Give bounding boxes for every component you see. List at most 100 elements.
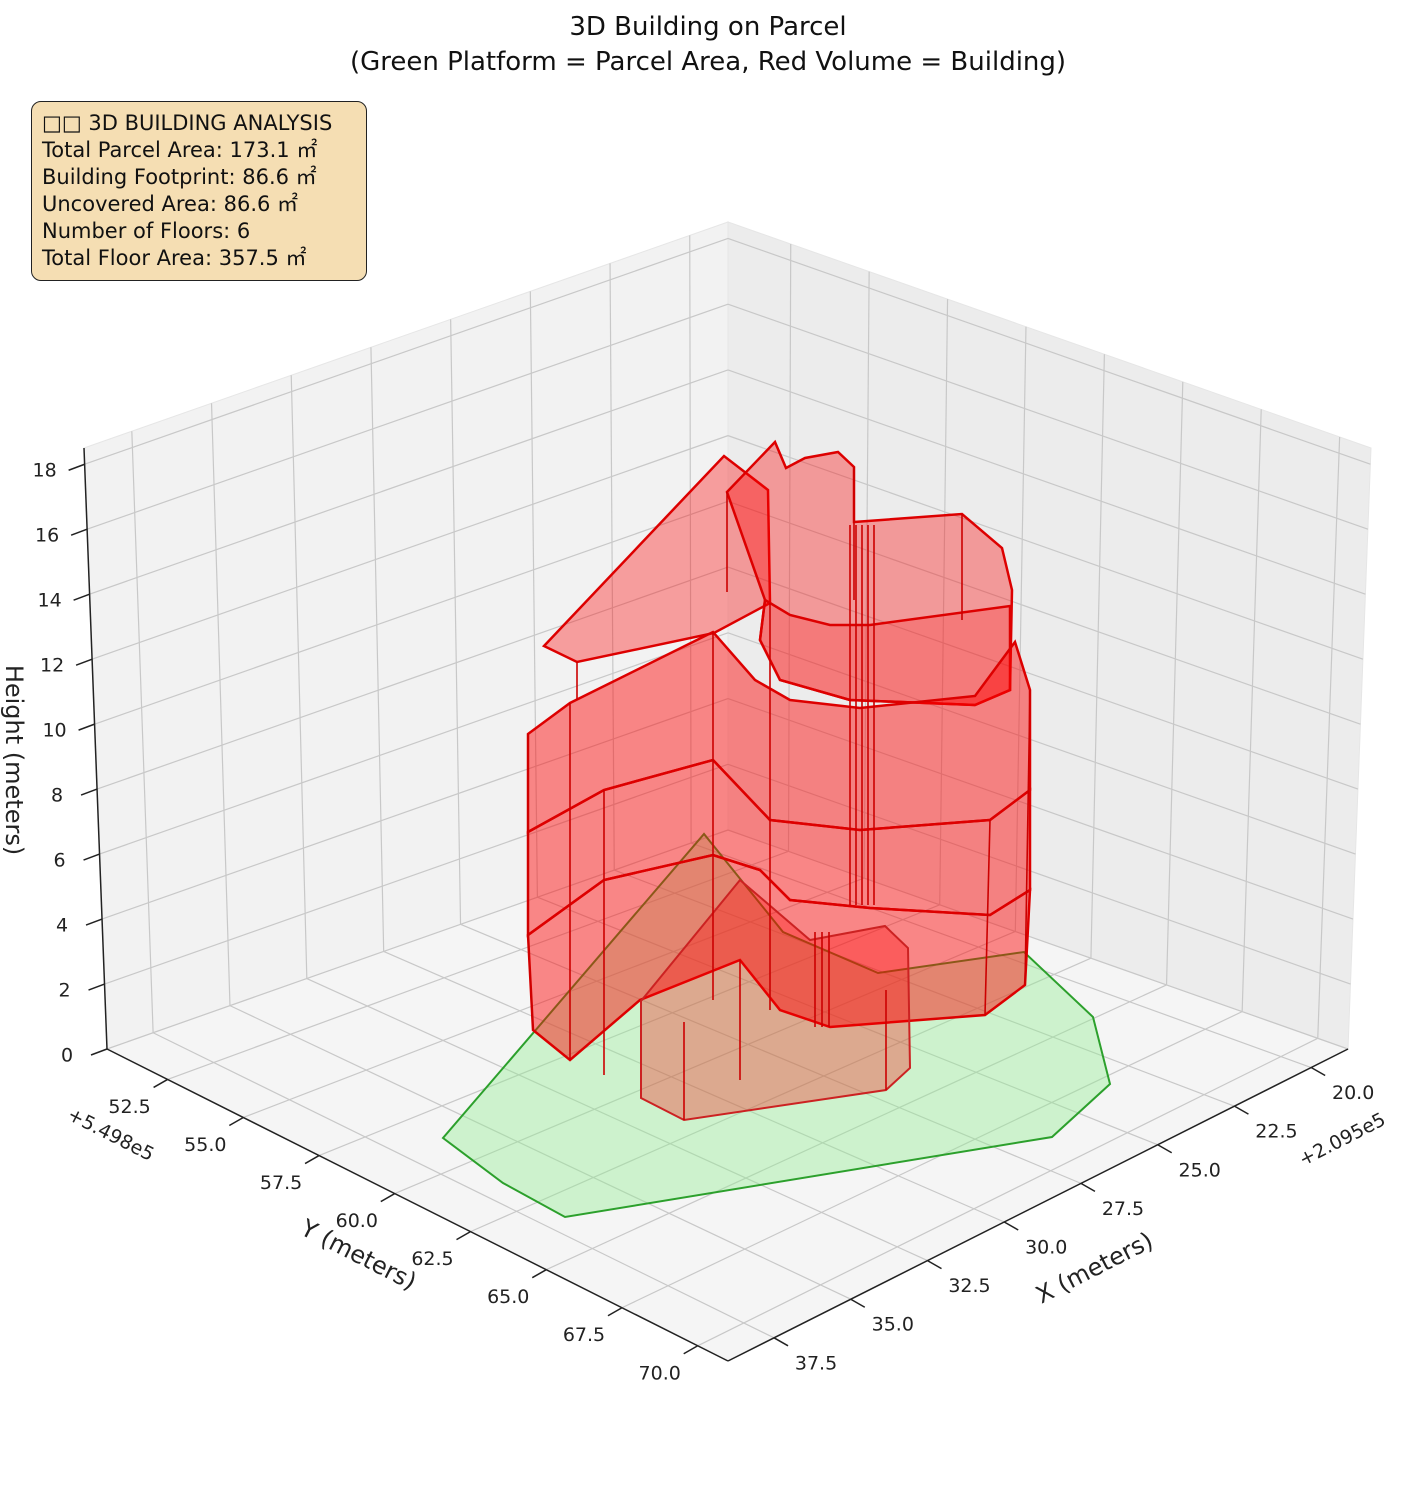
y-tick-mark [456, 1230, 471, 1241]
z-gridline-right [727, 237, 1371, 465]
x-gridline-floor [229, 1005, 852, 1300]
y-tick-mark [153, 1078, 168, 1089]
x-gridline-wall [290, 375, 308, 979]
y-tick-mark [607, 1307, 623, 1317]
x-tick-label: 25.0 [1179, 1159, 1221, 1181]
z-tick-label: 14 [38, 590, 62, 612]
building-upper-inner-curve [758, 597, 1012, 707]
x-tick-mark [1003, 1221, 1019, 1231]
tick-labels: 20.0 22.5 25.0 27.5 30.0 32.5 35.0 37.5 52.5 55.0… [33, 460, 1375, 1385]
building-front-annex [640, 878, 912, 1122]
y-gridline-floor [318, 904, 940, 1157]
z-gridline-right [727, 829, 1349, 1050]
z-tick-label: 4 [56, 915, 68, 937]
y-tick-mark [304, 1154, 320, 1165]
parcel-platform [441, 832, 1112, 1219]
chart-subtitle: (Green Platform = Parcel Area, Red Volum… [349, 47, 1067, 77]
z-gridline-right [727, 500, 1361, 725]
analysis-info-box: □□ 3D BUILDING ANALYSIS Total Parcel Are… [31, 101, 367, 281]
z-gridline-left [91, 435, 729, 660]
z-tick-mark [68, 463, 85, 471]
chart-title: 3D Building on Parcel [569, 12, 847, 42]
z-tick-label: 18 [33, 460, 57, 482]
y-tick-mark [683, 1345, 699, 1355]
y-tick-label: 65.0 [487, 1286, 529, 1308]
y-gridline-wall [787, 244, 792, 852]
z-gridline-left [94, 500, 729, 725]
z-gridline-left [104, 763, 729, 985]
info-uncovered-area: Uncovered Area: 86.6 ㎡ [42, 192, 299, 216]
x-tick-label: 30.0 [1025, 1236, 1067, 1258]
x-gridline-wall [689, 235, 692, 844]
z-tick-mark [80, 788, 98, 796]
z-tick-mark [90, 1048, 108, 1056]
z-gridline-right [727, 697, 1354, 920]
z-gridline-left [101, 697, 729, 920]
z-tick-mark [85, 918, 103, 926]
z-tick-mark [88, 983, 105, 991]
y-gridline-floor [470, 957, 1092, 1233]
x-gridline-wall [609, 263, 615, 871]
y-tick-mark [380, 1192, 396, 1203]
z-tick-mark [75, 658, 93, 666]
y-tick-label: 55.0 [184, 1134, 226, 1156]
x-tick-mark [773, 1337, 789, 1347]
z-gridline-right [727, 763, 1351, 985]
z-gridline-left [84, 237, 729, 465]
x-gridline-floor [306, 977, 928, 1262]
z-tick-mark [78, 723, 95, 731]
info-parcel-area: Total Parcel Area: 173.1 ㎡ [42, 138, 318, 162]
z-tick-mark [83, 853, 100, 861]
z-gridline-right [727, 566, 1359, 790]
x-tick-mark [850, 1298, 866, 1308]
x-gridline-wall [450, 319, 462, 925]
x-tick-label: 35.0 [872, 1314, 914, 1336]
x-tick-label: 27.5 [1102, 1198, 1144, 1220]
y-gridline-floor [697, 1037, 1319, 1347]
y-tick-mark [531, 1269, 547, 1279]
y-tick-label: 52.5 [108, 1096, 150, 1118]
y-tick-label: 67.5 [563, 1324, 605, 1346]
info-building-footprint: Building Footprint: 86.6 ㎡ [42, 165, 317, 189]
x-gridline-wall [210, 403, 231, 1006]
x-tick-mark [1234, 1105, 1249, 1115]
y-gridline-wall [1014, 326, 1027, 932]
building-edges [527, 467, 1031, 1120]
z-axis-line [83, 447, 108, 1050]
y-gridline-wall [1317, 436, 1341, 1039]
y-tick-label: 57.5 [260, 1172, 302, 1194]
z-gridline-right [727, 632, 1356, 855]
x-tick-mark [1157, 1144, 1173, 1154]
building-volume [526, 439, 1032, 1122]
y-gridline-floor [243, 877, 865, 1119]
y-gridline-wall [1165, 381, 1184, 985]
y-gridline-wall [939, 299, 949, 905]
x-tick-label: 22.5 [1255, 1121, 1297, 1143]
x-gridline-floor [460, 923, 1082, 1184]
y-tick-label: 62.5 [411, 1248, 453, 1270]
z-axis-label: Height (meters) [0, 665, 28, 855]
x-gridline-floor [383, 950, 1005, 1223]
y-gridline-wall [1241, 409, 1262, 1012]
z-gridline-right [727, 369, 1366, 595]
z-tick-label: 8 [51, 785, 63, 807]
x-axis-line [727, 1048, 1349, 1362]
info-total-floor-area: Total Floor Area: 357.5 ㎡ [42, 246, 307, 270]
axes-panes [83, 221, 1372, 1362]
y-gridline-floor [621, 1011, 1243, 1309]
z-gridline-right [727, 303, 1369, 530]
x-gridline-wall [131, 431, 154, 1033]
y-gridline-floor [394, 930, 1016, 1195]
y-gridline-floor [167, 850, 789, 1081]
z-gridline-left [89, 369, 729, 595]
x-tick-mark [1310, 1066, 1326, 1077]
x-tick-label: 20.0 [1332, 1082, 1374, 1104]
info-floors: Number of Floors: 6 [42, 219, 251, 243]
z-gridline-left [86, 303, 729, 530]
parcel-polygon [441, 832, 1112, 1219]
z-tick-label: 12 [40, 655, 64, 677]
y-axis-line [106, 1048, 729, 1362]
z-tick-label: 2 [58, 980, 70, 1002]
x-tick-mark [927, 1259, 942, 1270]
